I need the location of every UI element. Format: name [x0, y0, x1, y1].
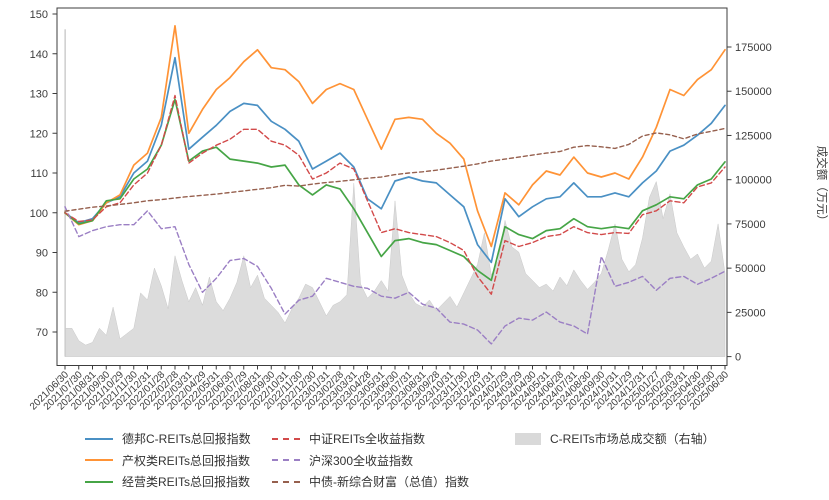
svg-text:150: 150 [30, 9, 48, 21]
svg-text:120: 120 [30, 128, 48, 140]
legend-label: 沪深300全收益指数 [309, 453, 414, 468]
svg-text:140: 140 [30, 49, 48, 61]
legend-item-csi-reits-index: 中证REITs全收益指数 [272, 428, 515, 450]
volume-area-series [64, 29, 726, 357]
legend-dash-swatch-brown [272, 480, 300, 483]
svg-text:125000: 125000 [735, 130, 772, 142]
svg-text:75000: 75000 [735, 219, 766, 231]
legend-line-swatch-green [85, 480, 113, 483]
svg-text:25000: 25000 [735, 307, 766, 319]
legend-item-operating-reits-index: 经营类REITs总回报指数 [85, 471, 272, 493]
volume-area [64, 180, 726, 357]
legend-item-property-reits-index: 产权类REITs总回报指数 [85, 450, 272, 472]
legend-label: 中证REITs全收益指数 [309, 432, 426, 447]
svg-text:0: 0 [735, 352, 741, 364]
legend-line-swatch-orange [85, 459, 113, 462]
legend-label: 中债-新综合财富（总值）指数 [309, 475, 469, 490]
svg-text:175000: 175000 [735, 42, 772, 54]
chart-svg: 70 80 90 100 110 120 130 140 150 0 25000 50000 75000… [28, 7, 829, 413]
volume-launch-spike-bar [64, 29, 66, 357]
legend-column-3: C-REITs市场总成交额（右轴） [515, 428, 715, 450]
legend-item-csi300-index: 沪深300全收益指数 [272, 450, 515, 472]
series-line-3 [64, 94, 726, 295]
legend-dash-swatch-red [272, 437, 300, 440]
svg-text:150000: 150000 [735, 86, 772, 98]
legend-label: 经营类REITs总回报指数 [122, 475, 251, 490]
right-axis: 0 25000 50000 75000 100000 125000 150000 175000… [727, 42, 829, 364]
legend-label: C-REITs市场总成交额（右轴） [550, 432, 715, 447]
left-axis: 70 80 90 100 110 120 130 140 150 [30, 9, 57, 339]
svg-text:100: 100 [30, 208, 48, 220]
legend-line-swatch-blue [85, 437, 113, 440]
legend-item-chinabond-index: 中债-新综合财富（总值）指数 [272, 471, 515, 493]
series-line-4 [64, 206, 726, 345]
legend-column-2: 中证REITs全收益指数 沪深300全收益指数 中债-新综合财富（总值）指数 [272, 428, 515, 493]
legend: 德邦C-REITs总回报指数 产权类REITs总回报指数 经营类REITs总回报… [85, 428, 715, 493]
svg-text:100000: 100000 [735, 175, 772, 187]
svg-text:130: 130 [30, 89, 48, 101]
series-line-1 [64, 25, 726, 248]
series-line-2 [64, 98, 726, 282]
legend-column-1: 德邦C-REITs总回报指数 产权类REITs总回报指数 经营类REITs总回报… [85, 428, 272, 493]
right-axis-title: 成交额（万元） [815, 146, 829, 227]
legend-label: 产权类REITs总回报指数 [122, 453, 251, 468]
plot-border [56, 7, 728, 366]
legend-dash-swatch-purple [272, 459, 300, 462]
svg-text:80: 80 [36, 287, 48, 299]
x-axis: 2021/06/302021/07/302021/08/312021/09/30… [28, 365, 731, 413]
svg-text:90: 90 [36, 248, 48, 260]
series-line-5 [64, 127, 726, 212]
legend-label: 德邦C-REITs总回报指数 [122, 432, 251, 447]
svg-text:110: 110 [30, 168, 48, 180]
legend-item-market-turnover: C-REITs市场总成交额（右轴） [515, 428, 715, 450]
legend-item-debang-creits-index: 德邦C-REITs总回报指数 [85, 428, 272, 450]
legend-area-swatch-gray [515, 432, 541, 445]
svg-text:50000: 50000 [735, 263, 766, 275]
svg-text:70: 70 [36, 327, 48, 339]
series-line-0 [64, 56, 726, 264]
